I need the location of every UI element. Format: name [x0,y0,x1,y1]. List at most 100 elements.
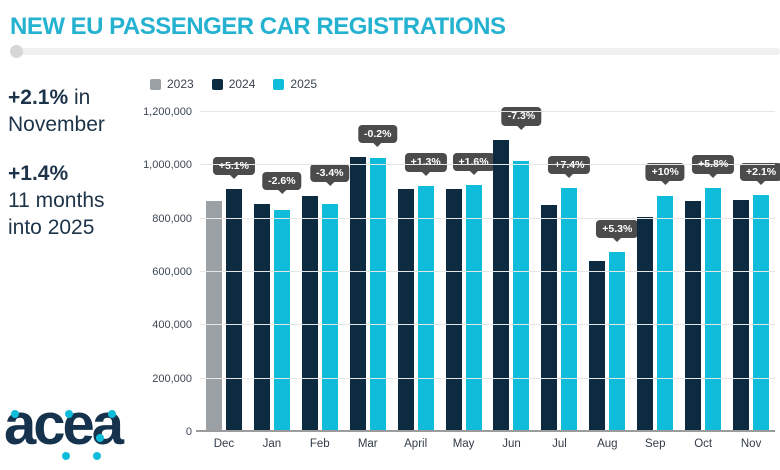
chart-legend: 2023 2024 2025 [150,77,317,91]
y-tick-label: 1,000,000 [143,159,192,172]
x-tick-label-April: April [404,438,428,450]
x-tick-label-Feb: Feb [309,438,330,450]
bar-2024-Jan [253,204,270,432]
x-tick-label-Jun: Jun [502,438,521,450]
month-group-Nov: +2.1% [727,112,780,432]
gridline [200,164,775,166]
y-tick-label: 600,000 [152,266,192,278]
acea-logo: acea [4,394,154,460]
y-tick-label: 0 [185,426,192,438]
x-axis-line [196,430,775,432]
month-group-Oct: +5.8% [679,112,735,432]
x-axis-labels: Dec Jan Feb Mar April May Jun Jul Aug Sep Oct Nov [200,438,775,450]
bar-2025-May [465,185,482,432]
stat-november-line2: November [8,113,105,136]
legend-label: 2024 [228,77,256,91]
x-tick-label-Nov: Nov [740,438,762,450]
month-group-Feb: -3.4% [296,112,350,432]
change-label-Mar: -0.2% [358,124,398,144]
bars [200,189,248,432]
logo-accent-dot [62,452,70,460]
legend-swatch-2023 [150,78,161,90]
bars [631,195,679,432]
bar-2024-May [445,189,462,432]
change-label-Sep: +10% [645,162,685,182]
y-tick-label: 200,000 [152,372,192,385]
gridline [200,377,775,379]
change-label-April: +1.3% [404,153,447,172]
legend-swatch-2025 [273,78,285,90]
x-tick-label-Oct: Oct [694,438,713,450]
bar-2024-Feb [301,196,318,432]
logo-accent-dot [93,452,101,460]
x-tick-label-Sep: Sep [645,438,666,450]
stat-november-value: +2.1% [8,86,69,109]
stat-ytd-line2: 11 months [8,189,105,212]
gridline [200,271,775,272]
bar-2024-Dec [225,189,242,432]
bar-2025-Jan [273,209,290,432]
y-tick-label: 800,000 [152,212,192,225]
stat-ytd-value: +1.4% [8,162,69,185]
legend-swatch-2024 [211,78,223,90]
month-group-Dec: +5.1% [200,112,255,432]
change-label-Nov: +2.1% [740,162,780,182]
y-tick-label: 400,000 [152,319,192,332]
month-group-Sep: +10% [631,112,685,432]
bar-2025-Feb [321,204,338,432]
logo-accent-dot [65,410,73,418]
acea-logo-text: acea [4,392,124,457]
change-label-Feb: -3.4% [310,163,350,183]
change-label-Jan: -2.6% [262,171,302,190]
stat-november-suffix: in [68,86,91,109]
legend-item-2024: 2024 [211,77,256,91]
legend-label: 2025 [290,77,318,91]
month-group-Mar: -0.2% [344,112,398,432]
bar-2025-Jun [513,161,530,432]
stat-ytd: +1.4% 11 months into 2025 [8,160,148,241]
bar-2024-Jun [493,139,510,432]
legend-item-2023: 2023 [150,77,194,91]
bar-2024-April [397,188,414,432]
bar-2024-Oct [685,201,702,432]
highlight-stats: +2.1% in November +1.4% 11 months into 2… [8,84,148,241]
x-tick-label-Jul: Jul [552,438,567,450]
bars [296,196,344,432]
x-tick-label-Dec: Dec [213,438,235,450]
plot-area: +5.1% -2.6% -3.4% -0.2% +1.3% +1.6% -7.3% +7.4%… [143,106,780,438]
x-tick-label-Jan: Jan [262,438,282,450]
month-group-Jan: -2.6% [248,112,302,432]
gridline [200,217,775,219]
bar-2023-Dec [205,200,222,432]
bar-2025-April [417,185,434,432]
bars [344,157,392,432]
bar-2025-Mar [369,157,386,432]
stat-november: +2.1% in November [8,84,148,138]
page-title: NEW EU PASSENGER CAR REGISTRATIONS [10,13,506,40]
x-tick-label-May: May [452,438,475,450]
bars [727,195,775,432]
bar-2024-Jul [541,204,558,432]
gridline [200,111,775,112]
bars [440,185,488,432]
stat-ytd-line3: into 2025 [8,216,95,239]
month-group-May: +1.6% [440,112,495,432]
month-group-Aug: +5.3% [583,112,639,432]
bar-2024-Nov [733,200,750,432]
bar-2024-Mar [349,157,366,432]
bars [488,139,536,432]
x-tick-label-Mar: Mar [357,438,378,450]
change-label-Dec: +5.1% [212,156,255,176]
bars [679,187,727,432]
y-tick-label: 1,200,000 [143,106,192,118]
divider-dot [10,45,23,58]
bars [583,252,631,432]
logo-accent-dot [96,434,104,442]
gridline [200,324,775,326]
month-group-April: +1.3% [392,112,447,432]
bars [535,188,583,432]
legend-item-2025: 2025 [273,77,317,91]
bar-2024-Aug [589,261,606,432]
change-label-May: +1.6% [452,152,495,172]
